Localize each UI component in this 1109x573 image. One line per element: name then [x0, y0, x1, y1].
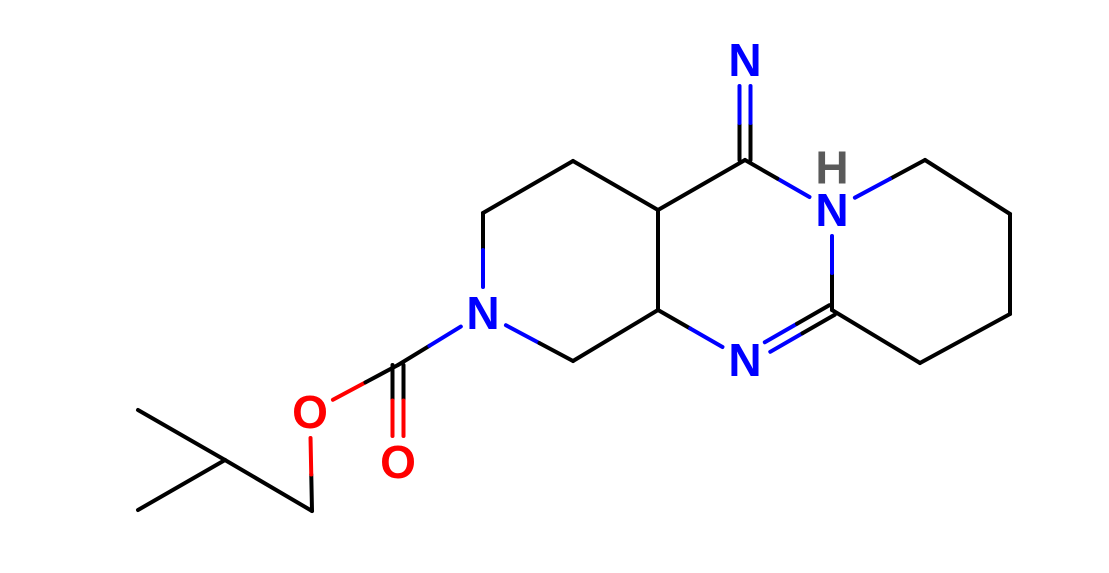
bond — [920, 314, 1010, 363]
bond — [690, 329, 722, 348]
bond — [925, 160, 1010, 214]
bond — [333, 382, 366, 399]
bond — [138, 410, 225, 460]
bond — [573, 310, 658, 361]
n-atom-label: N — [728, 334, 761, 386]
molecule-diagram: OONNNHN — [0, 0, 1109, 573]
bond — [658, 160, 745, 210]
bond — [429, 327, 460, 346]
n-atom-label: N — [466, 287, 499, 339]
n-atom-label: N — [728, 34, 761, 86]
h-atom-label: H — [815, 142, 848, 194]
o-atom-label: O — [292, 386, 328, 438]
bond — [225, 460, 312, 511]
bond — [539, 343, 573, 361]
bond — [658, 310, 690, 329]
bond — [745, 160, 777, 179]
bond — [483, 161, 573, 213]
bond — [890, 160, 925, 179]
bond — [777, 179, 809, 198]
bond — [573, 161, 658, 210]
bond — [832, 310, 920, 363]
bond — [138, 460, 225, 510]
bond — [311, 474, 312, 511]
bond — [506, 325, 540, 343]
o-atom-label: O — [380, 436, 416, 488]
bond — [855, 179, 890, 198]
bond — [398, 346, 429, 365]
bond — [311, 438, 312, 475]
